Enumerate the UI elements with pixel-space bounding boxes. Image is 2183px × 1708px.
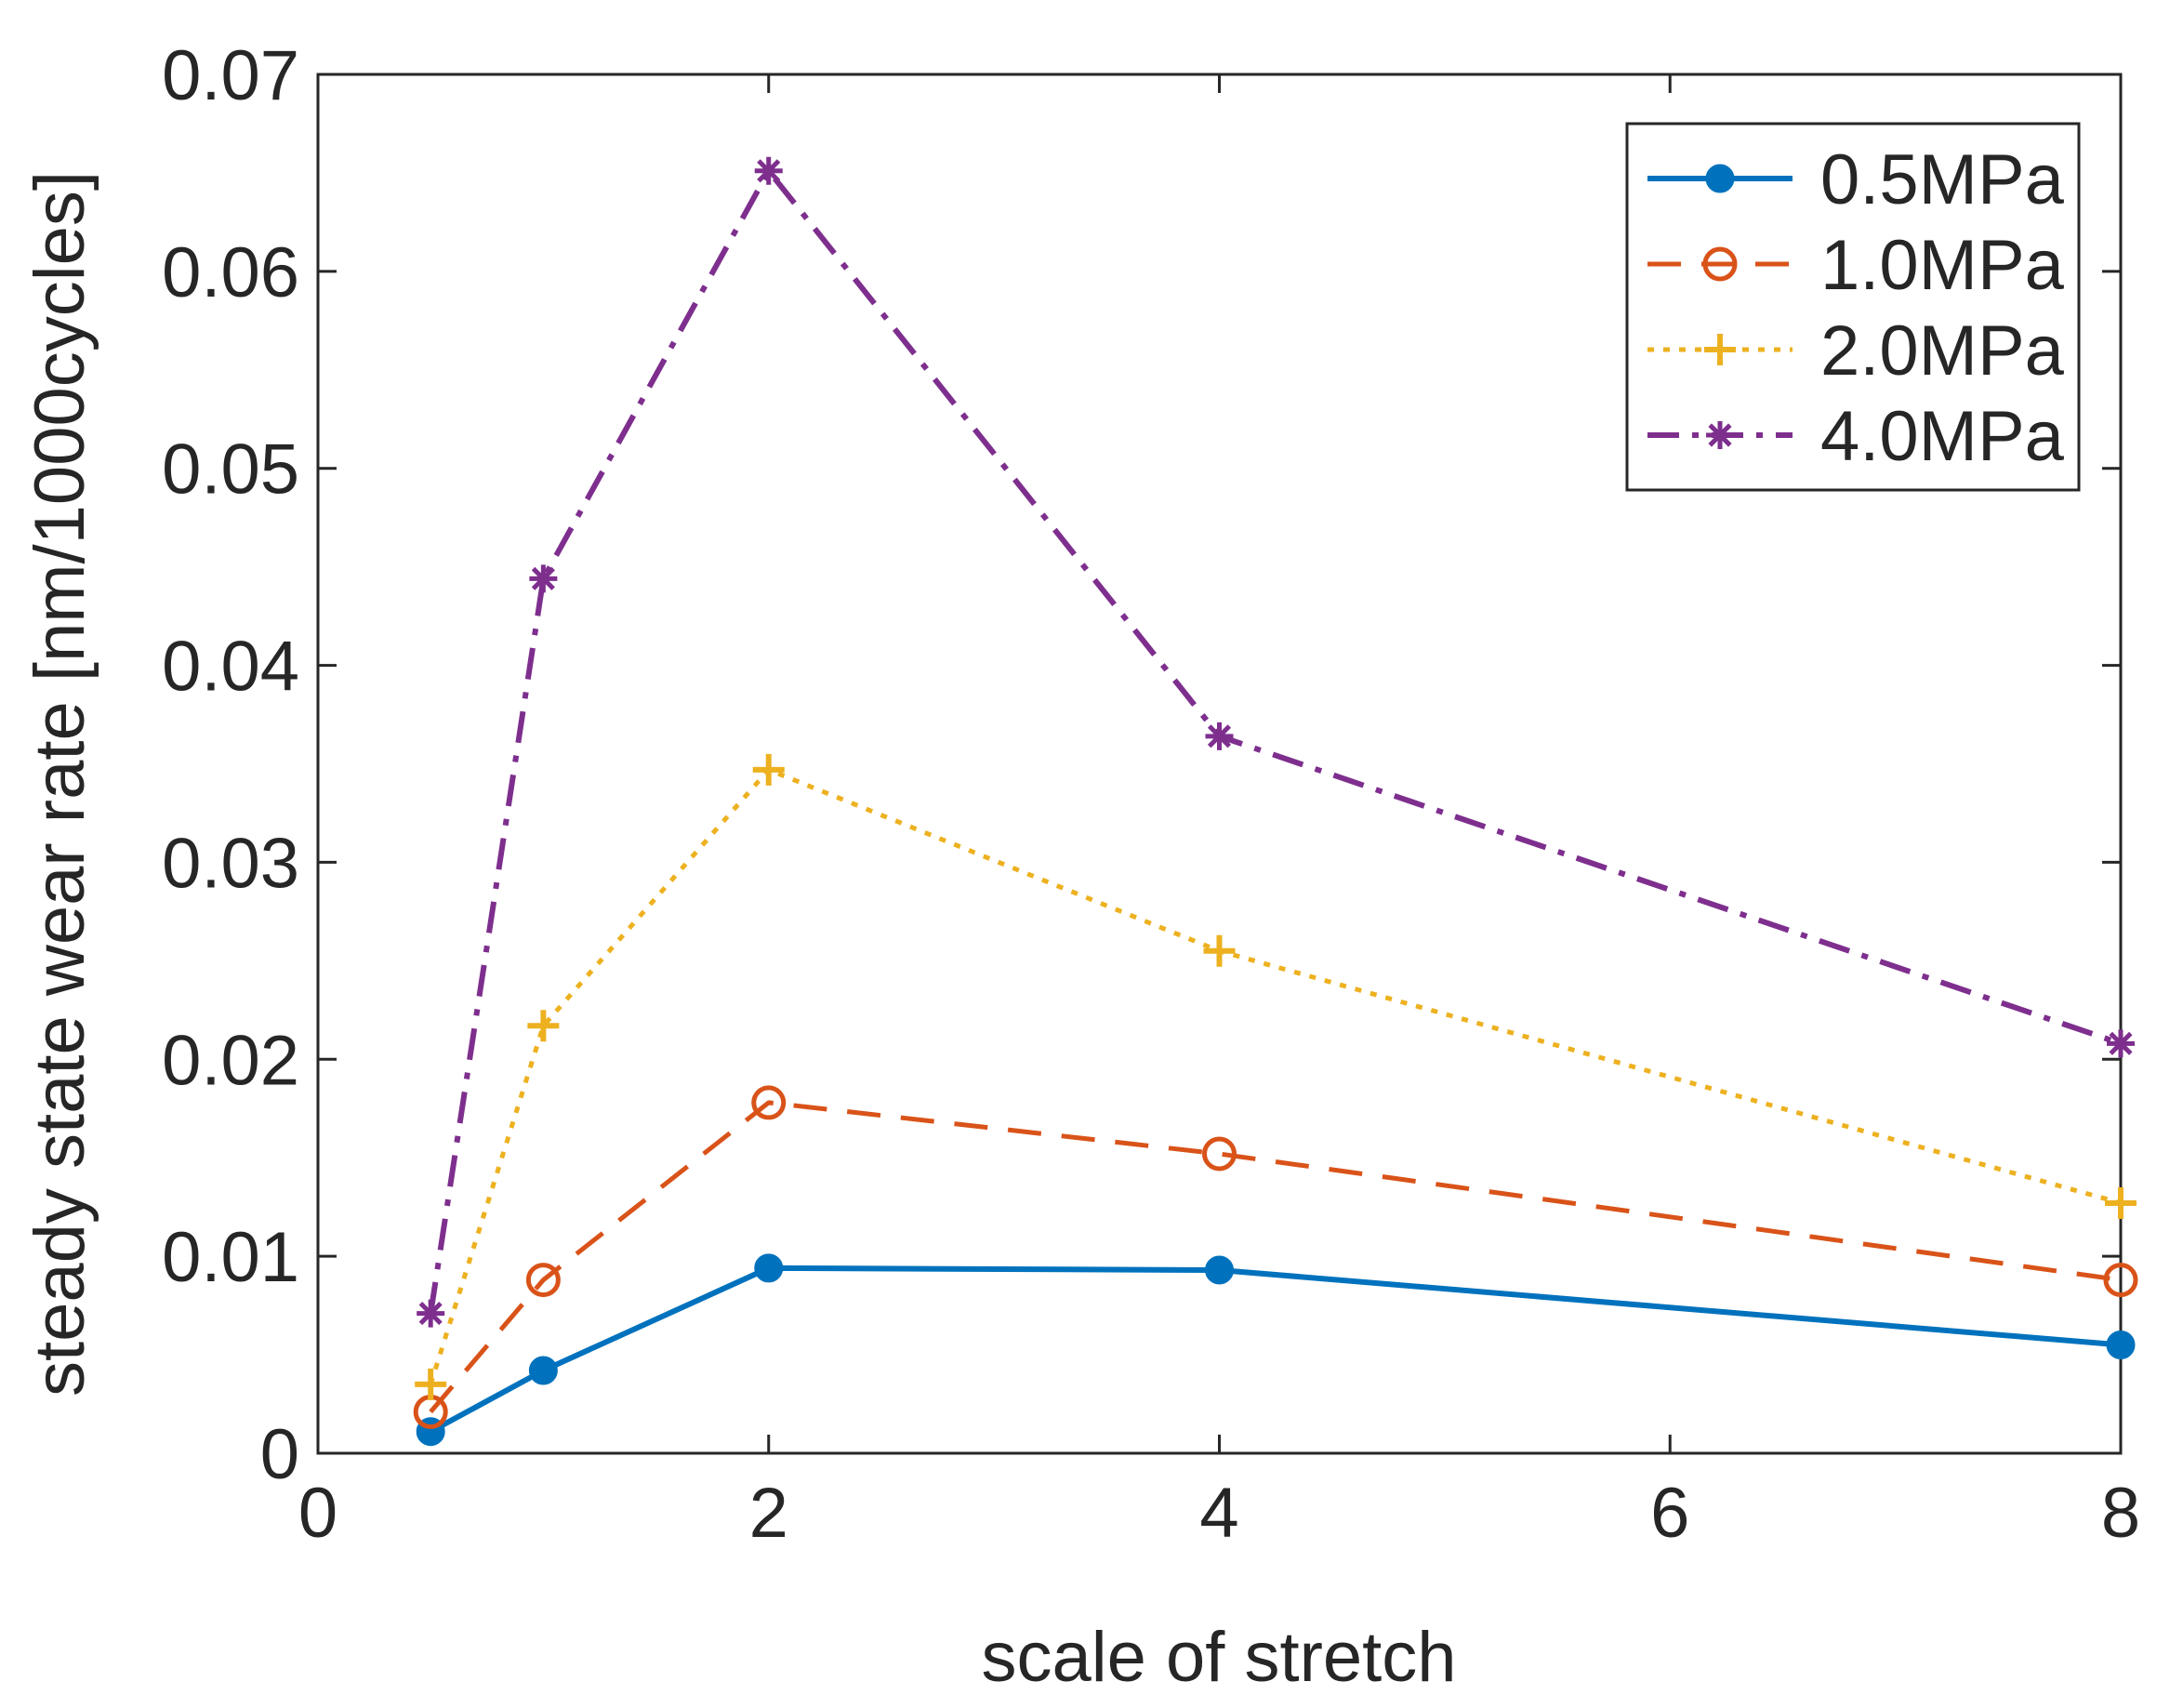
data-point [754, 156, 783, 185]
legend-label: 2.0MPa [1820, 311, 2065, 391]
data-point [1203, 934, 1236, 967]
data-point [415, 1368, 447, 1400]
series-4.0MPa [417, 156, 2135, 1328]
data-point [2105, 1186, 2137, 1219]
y-tick-label: 0 [260, 1415, 299, 1494]
y-tick-label: 0.06 [162, 233, 299, 312]
legend-label: 1.0MPa [1820, 226, 2065, 305]
x-tick-label: 4 [1199, 1474, 1238, 1553]
data-point [2103, 1263, 2138, 1298]
y-tick-label: 0.05 [162, 430, 299, 510]
x-tick-label: 2 [749, 1474, 788, 1553]
series-1.0MPa [413, 1085, 2138, 1430]
y-tick-label: 0.07 [162, 36, 299, 115]
legend-marker [1702, 246, 1738, 282]
data-point [2106, 1330, 2136, 1359]
series-line [428, 167, 2122, 1315]
data-point [527, 1010, 560, 1042]
data-point [754, 1253, 784, 1283]
legend-label: 0.5MPa [1820, 140, 2065, 219]
data-point [751, 1085, 787, 1120]
y-tick-label: 0.03 [162, 824, 299, 903]
data-point [2107, 1029, 2135, 1058]
series-2.0MPa [415, 753, 2137, 1400]
x-tick-label: 0 [298, 1474, 337, 1553]
data-point [528, 1356, 558, 1385]
data-point [529, 564, 558, 593]
legend-box [1625, 122, 2081, 492]
x-axis-label: scale of stretch [981, 1618, 1456, 1697]
data-point [752, 753, 785, 786]
data-point [417, 1299, 445, 1328]
series-line [429, 1100, 2122, 1414]
x-tick-label: 6 [1650, 1474, 1689, 1553]
y-tick-label: 0.01 [162, 1218, 299, 1297]
y-tick-label: 0.04 [162, 628, 299, 707]
data-point [525, 1263, 561, 1298]
legend-marker [1706, 421, 1734, 449]
series-layer [413, 156, 2138, 1447]
y-tick-label: 0.02 [162, 1021, 299, 1100]
y-axis-ticks: 0 0.01 0.02 0.03 0.04 0.05 0.06 0.07 [162, 36, 2121, 1494]
data-point [1205, 1255, 1234, 1285]
legend-label: 4.0MPa [1820, 397, 2065, 476]
y-axis-label: steady state wear rate [nm/1000cycles] [20, 171, 99, 1397]
legend-marker [1705, 164, 1735, 193]
legend-marker [1704, 334, 1736, 365]
x-axis-ticks: 0 2 4 6 8 [298, 74, 2140, 1553]
data-point [1202, 1136, 1237, 1172]
data-point [1205, 722, 1234, 750]
x-tick-label: 8 [2101, 1474, 2140, 1553]
